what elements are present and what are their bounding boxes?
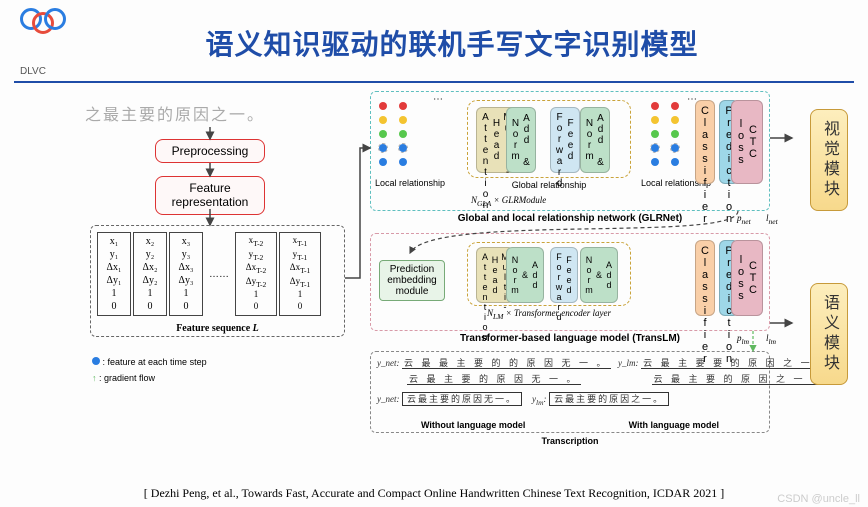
glr-dots-r1 xyxy=(651,102,659,166)
glr-dots-left xyxy=(379,102,387,166)
classifier-lm: Classifier xyxy=(695,240,715,316)
lm-ff: Feed Forward xyxy=(550,247,578,303)
translm-caption: Transformer-based language model (TransL… xyxy=(370,333,770,344)
logo: DLVC xyxy=(20,8,66,77)
feat-seq-label: Feature sequence L xyxy=(91,323,344,334)
translm-encoder: Multi-Head Attention Add & Norm Feed For… xyxy=(467,242,631,306)
diagram-canvas: 之最主要的原因之一。 Preprocessing Feature represe… xyxy=(0,83,868,483)
addnorm-pill-2: Add & Norm xyxy=(580,107,610,173)
ctc-lm: CTC loss xyxy=(731,240,763,316)
lm-an2: Add & Norm xyxy=(580,247,618,303)
feat-col-t1: xT-1yT-1ΔxT-1ΔyT-110 xyxy=(279,232,321,316)
feat-ellipsis: …… xyxy=(205,269,233,280)
glr-dots-left2 xyxy=(399,102,407,166)
with-lm: With language model xyxy=(629,420,719,430)
legend-feature: : feature at each time step xyxy=(92,357,207,367)
trans-row3: y_net: 云最主要的原因无一。 ylm: 云最主要的原因之一。 xyxy=(377,392,669,407)
preprocessing-box: Preprocessing xyxy=(155,139,265,163)
transcription-label: Transcription xyxy=(371,436,769,446)
trans-row1: y_net: 云 最 最 主 要 的 的 原 因 无 一 。 y_lm: 云 最… xyxy=(377,356,832,369)
l-net: lnet xyxy=(766,213,778,226)
classifier-net: Classifier xyxy=(695,100,715,184)
visual-module-label: 视觉模块 xyxy=(810,109,848,211)
legend-gradient: ↑ : gradient flow xyxy=(92,373,207,383)
lm-an1: Add & Norm xyxy=(506,247,544,303)
p-lm: plm xyxy=(737,333,749,346)
feature-columns: x₁y₁Δx₁Δy₁10 x₂y₂Δx₂Δy₂10 x₃y₃Δx₃Δy₃10 …… xyxy=(97,232,321,316)
feat-col-2: x₂y₂Δx₂Δy₂10 xyxy=(133,232,167,316)
handwriting-sample: 之最主要的原因之一。 xyxy=(85,101,265,125)
glr-dots-r2 xyxy=(671,102,679,166)
glrnet-box: Local relationship Multi-Head Attention … xyxy=(370,91,770,211)
watermark: CSDN @uncle_ll xyxy=(777,493,860,505)
glr-module-note: NGLA × GLRModule xyxy=(471,195,546,208)
transcription-box: y_net: 云 最 最 主 要 的 的 原 因 无 一 。 y_lm: 云 最… xyxy=(370,351,770,433)
translm-box: Prediction embedding module Multi-Head A… xyxy=(370,233,770,331)
ctc-net: CTC loss xyxy=(731,100,763,184)
pred-embed-box: Prediction embedding module xyxy=(379,260,445,301)
glrnet-caption: Global and local relationship network (G… xyxy=(370,213,770,224)
page-title: 语义知识驱动的联机手写文字识别模型 xyxy=(66,23,838,63)
feat-col-1: x₁y₁Δx₁Δy₁10 xyxy=(97,232,131,316)
header: DLVC 语义知识驱动的联机手写文字识别模型 xyxy=(0,0,868,81)
global-rel: Global relationship xyxy=(467,180,631,190)
logo-text: DLVC xyxy=(20,66,66,77)
glr-ellipsis2: ⋯ xyxy=(433,94,443,105)
local-rel-left: Local relationship xyxy=(375,178,445,188)
without-lm: Without language model xyxy=(421,420,525,430)
p-net: pnet xyxy=(737,213,751,226)
semantic-module-label: 语义模块 xyxy=(810,283,848,385)
addnorm-pill-1: Add & Norm xyxy=(506,107,536,173)
feat-col-t2: xT-2yT-2ΔxT-2ΔyT-210 xyxy=(235,232,277,316)
feature-rep-box: Feature representation xyxy=(155,176,265,215)
translm-note: NLM × Transformer encoder layer xyxy=(467,308,631,321)
ff-pill: Feed Forward xyxy=(550,107,580,173)
glr-module: Multi-Head Attention Add & Norm Feed For… xyxy=(467,100,631,178)
citation: [ Dezhi Peng, et al., Towards Fast, Accu… xyxy=(0,486,868,501)
feat-col-3: x₃y₃Δx₃Δy₃10 xyxy=(169,232,203,316)
legend: : feature at each time step ↑ : gradient… xyxy=(92,357,207,383)
l-lm: llm xyxy=(766,333,776,346)
feature-seq-box: x₁y₁Δx₁Δy₁10 x₂y₂Δx₂Δy₂10 x₃y₃Δx₃Δy₃10 …… xyxy=(90,225,345,337)
trans-row2: 云 最 主 要 的 原 因 无 一 。 云 最 主 要 的 原 因 之 一 。 xyxy=(407,372,825,385)
